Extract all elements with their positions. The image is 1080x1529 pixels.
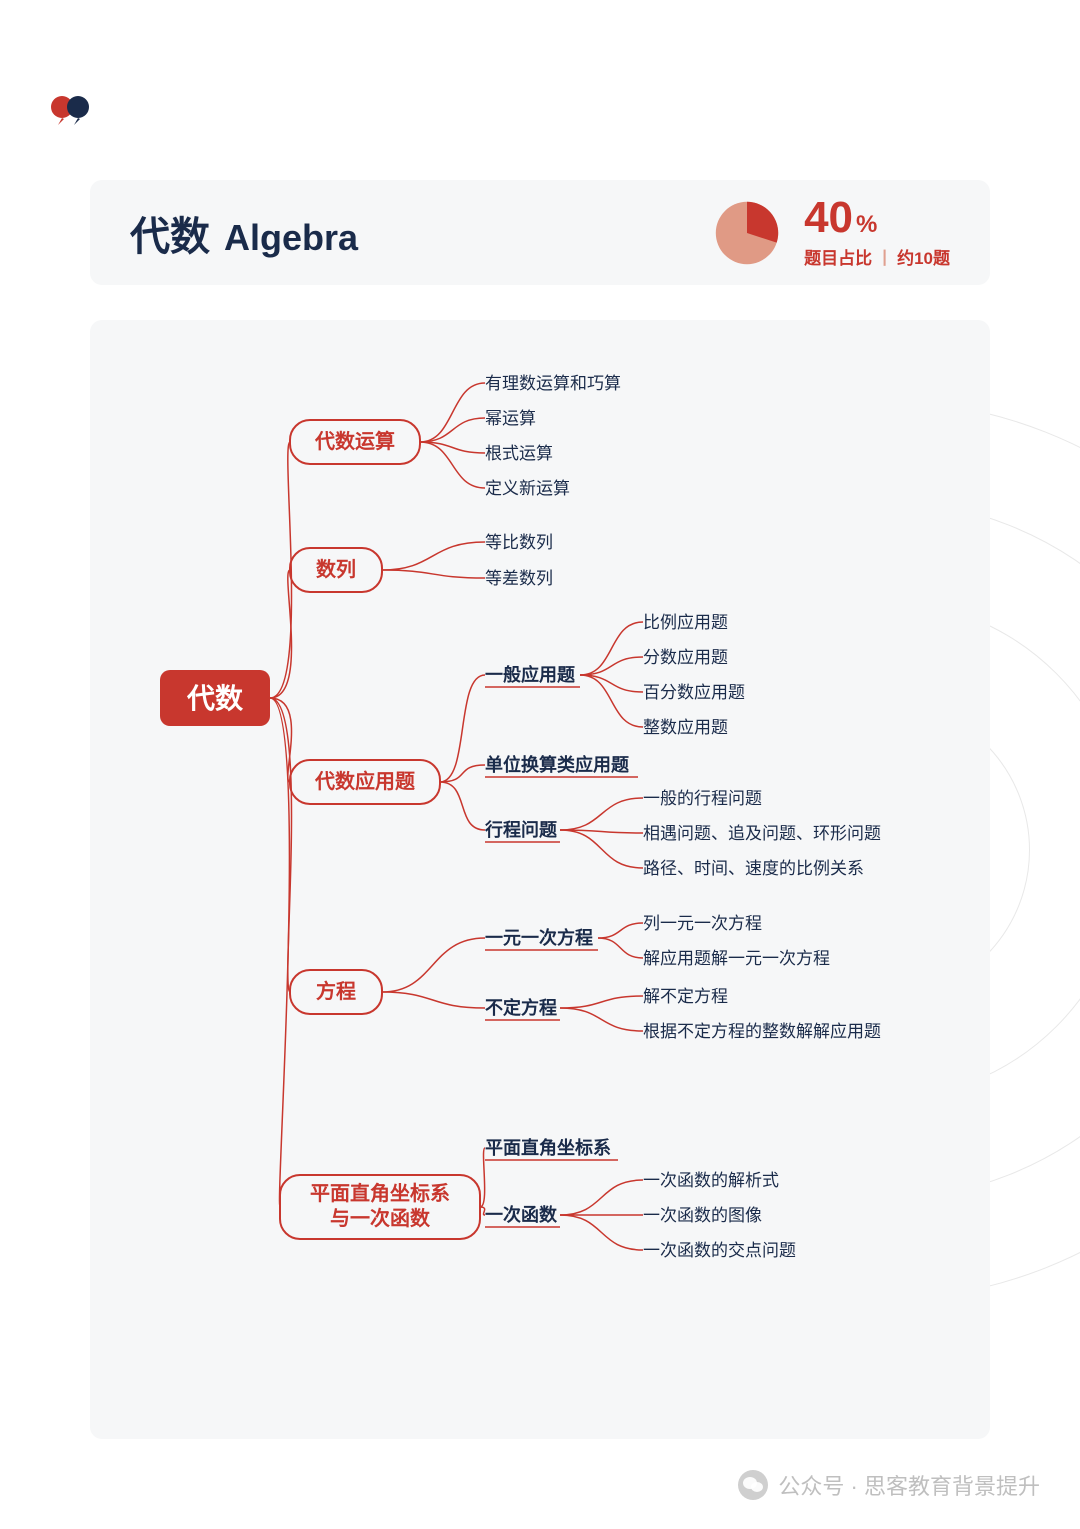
edge <box>382 938 485 992</box>
edge <box>382 992 485 1008</box>
percent-number: 40 <box>804 196 853 240</box>
lvl2-label-line1: 平面直角坐标系 <box>310 1181 450 1205</box>
root-label: 代数 <box>186 683 244 714</box>
edge <box>580 622 643 675</box>
lvl3-label: 行程问题 <box>484 819 558 840</box>
edge <box>270 442 292 698</box>
leaf: 解不定方程 <box>643 987 728 1006</box>
title-block: 代数 Algebra <box>130 204 358 262</box>
mindmap-svg: 代数 代数运算 数列 代数应用题 方程 平面直角坐标系 与一次函数 有理数运算和… <box>90 320 990 1439</box>
leaf: 解应用题解一元一次方程 <box>643 949 830 968</box>
lvl3-label: 平面直角坐标系 <box>485 1137 611 1158</box>
lvl2-label: 代数运算 <box>314 429 395 453</box>
leaf: 等比数列 <box>485 533 553 552</box>
edge <box>420 418 485 442</box>
edge <box>420 383 485 442</box>
lvl3-label: 单位换算类应用题 <box>485 754 630 775</box>
lvl3-label: 一般应用题 <box>485 664 576 685</box>
lvl3-label: 一元一次方程 <box>485 927 593 948</box>
leaf: 相遇问题、追及问题、环形问题 <box>643 824 881 843</box>
leaf: 根据不定方程的整数解解应用题 <box>643 1022 881 1041</box>
edge <box>598 923 643 938</box>
edge <box>382 570 485 578</box>
edge <box>560 996 643 1008</box>
edge <box>270 698 289 1207</box>
brand-logo <box>50 95 94 125</box>
percentage-block: 40 % 题目占比丨约10题 <box>708 194 950 272</box>
leaf: 比例应用题 <box>643 613 728 632</box>
edge <box>560 798 643 830</box>
lvl3-label: 不定方程 <box>485 997 557 1018</box>
edge <box>580 657 643 675</box>
percent-subtitle: 题目占比丨约10题 <box>804 244 950 269</box>
leaf: 有理数运算和巧算 <box>485 374 621 393</box>
leaf: 路径、时间、速度的比例关系 <box>643 859 864 878</box>
edge <box>580 675 643 692</box>
leaf: 一般的行程问题 <box>643 789 762 808</box>
lvl3-label: 一次函数 <box>485 1204 558 1225</box>
leaf: 分数应用题 <box>643 648 728 667</box>
lvl2-label: 数列 <box>316 557 356 581</box>
leaf: 定义新运算 <box>485 479 570 498</box>
edge <box>560 1008 643 1031</box>
edge <box>560 1180 643 1215</box>
wechat-icon <box>738 1470 768 1500</box>
leaf: 根式运算 <box>485 444 553 463</box>
edge <box>270 570 292 698</box>
lvl2-label: 方程 <box>316 979 356 1003</box>
footer-text: 公众号 · 思客教育背景提升 <box>778 1469 1040 1501</box>
title-chinese: 代数 <box>130 204 210 262</box>
edge <box>598 938 643 958</box>
leaf: 整数应用题 <box>643 718 728 737</box>
leaf: 百分数应用题 <box>643 683 745 702</box>
leaf: 幂运算 <box>485 409 536 428</box>
edge <box>440 782 485 830</box>
edge <box>560 830 643 868</box>
mindmap-card: 代数 代数运算 数列 代数应用题 方程 平面直角坐标系 与一次函数 有理数运算和… <box>90 320 990 1439</box>
lvl2-label: 代数应用题 <box>314 769 416 793</box>
leaf: 等差数列 <box>485 569 553 588</box>
lvl2-label-line2: 与一次函数 <box>330 1206 431 1230</box>
pie-chart-icon <box>708 194 786 272</box>
leaf: 一次函数的图像 <box>643 1206 762 1225</box>
percent-sign: % <box>856 211 877 239</box>
edge <box>560 1215 643 1250</box>
edge <box>382 542 485 570</box>
header-card: 代数 Algebra 40 % 题目占比丨约10题 <box>90 180 990 285</box>
title-english: Algebra <box>224 217 358 259</box>
leaf: 一次函数的交点问题 <box>643 1241 796 1260</box>
leaf: 列一元一次方程 <box>643 914 762 933</box>
edge <box>420 442 485 488</box>
footer-watermark: 公众号 · 思客教育背景提升 <box>738 1469 1040 1501</box>
leaf: 一次函数的解析式 <box>643 1171 779 1190</box>
